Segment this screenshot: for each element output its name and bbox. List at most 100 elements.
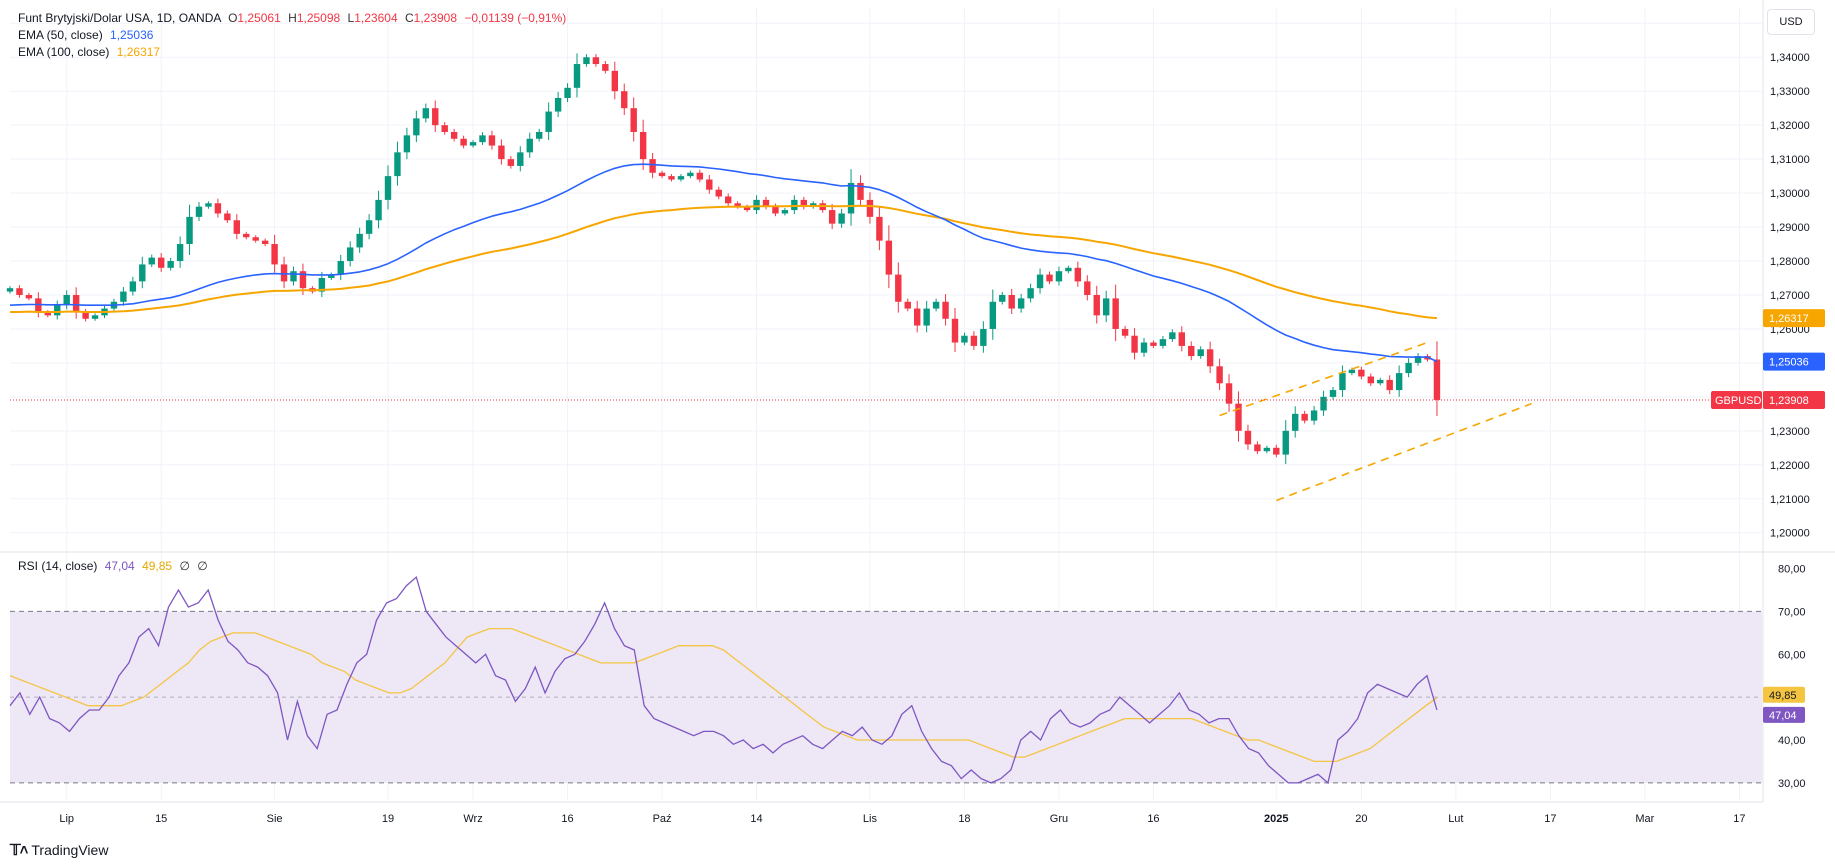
candle-body — [347, 247, 354, 262]
candle-body — [148, 257, 155, 265]
candle-body — [743, 206, 751, 211]
candle-body — [167, 261, 174, 268]
rsi-ma-value: 49,85 — [142, 559, 173, 573]
candle-body — [441, 125, 448, 132]
tradingview-logo[interactable]: 𝕋˄ TradingView — [10, 842, 109, 859]
price-tag-label: 1,25036 — [1769, 357, 1809, 369]
candle-body — [895, 274, 902, 302]
ema100-line — [10, 204, 1437, 320]
candle-body — [1036, 274, 1044, 289]
time-axis-label: 20 — [1355, 813, 1367, 825]
candle-body — [961, 335, 968, 343]
candle-body — [1282, 430, 1289, 455]
candle-body — [545, 111, 552, 132]
candle-body — [1339, 373, 1346, 391]
candle-body — [1273, 447, 1280, 455]
candle-body — [139, 264, 146, 282]
candle-body — [1235, 403, 1242, 431]
price-axis-label: 1,34000 — [1770, 52, 1810, 64]
ema50-value: 1,25036 — [110, 28, 154, 42]
candle-body — [432, 108, 439, 126]
candle-body — [715, 189, 722, 197]
candle-body — [847, 182, 855, 214]
candle-body — [129, 281, 137, 292]
low-value: 1,23604 — [354, 11, 398, 25]
price-axis-label: 1,22000 — [1770, 460, 1810, 472]
candle-body — [1046, 274, 1053, 282]
candle-body — [526, 138, 533, 153]
ema100-legend[interactable]: EMA (100, close) 1,26317 — [18, 45, 161, 59]
time-axis-label: 18 — [958, 813, 970, 825]
candle-body — [1093, 294, 1100, 316]
candle-body — [63, 294, 70, 306]
time-axis-label: 17 — [1733, 813, 1745, 825]
candle-body — [1027, 288, 1034, 299]
candle-body — [649, 159, 656, 173]
candle-body — [1292, 413, 1299, 431]
candle-body — [800, 199, 807, 207]
candle-body — [1008, 294, 1015, 309]
candle-body — [1377, 379, 1384, 384]
candle-body — [942, 301, 949, 319]
price-tag — [1763, 352, 1825, 371]
price-axis-label: 1,21000 — [1770, 494, 1810, 506]
candle-body — [1414, 356, 1422, 363]
candle-body — [857, 182, 864, 200]
candle-body — [687, 172, 694, 177]
time-axis-label: Wrz — [463, 813, 482, 825]
candle-body — [1131, 335, 1138, 353]
candle-body — [82, 311, 89, 319]
rsi-value-tag-label: 47,04 — [1769, 710, 1797, 722]
time-axis-label: Gru — [1050, 813, 1068, 825]
candle-body — [375, 199, 382, 221]
time-axis-label: Lip — [59, 813, 74, 825]
candle-body — [923, 308, 930, 326]
candle-body — [176, 244, 184, 262]
ema50-legend[interactable]: EMA (50, close) 1,25036 — [18, 28, 154, 42]
candle-body — [1065, 267, 1072, 272]
ema100-value: 1,26317 — [116, 45, 161, 59]
candle-body — [1159, 339, 1167, 346]
price-axis-label: 1,32000 — [1770, 120, 1810, 132]
time-axis-label: Lis — [863, 813, 878, 825]
candle-body — [1103, 298, 1110, 316]
rsi-axis-label: 30,00 — [1778, 778, 1806, 790]
candle-body — [1084, 281, 1091, 295]
rsi-band — [10, 611, 1762, 783]
candle-body — [271, 244, 278, 265]
candle-body — [299, 271, 307, 289]
candle-body — [772, 206, 779, 214]
rsi-line — [9, 575, 1438, 785]
candle-body — [403, 135, 411, 153]
candle-body — [668, 176, 675, 180]
candle-body — [1216, 366, 1223, 384]
candle-body — [932, 301, 940, 309]
candle-body — [536, 131, 543, 139]
rsi-value-tag — [1763, 706, 1805, 723]
candle-body — [876, 216, 883, 241]
candle-body — [450, 131, 458, 139]
candle-body — [1405, 362, 1412, 374]
candle-body — [696, 172, 704, 180]
rsi-legend[interactable]: RSI (14, close) 47,04 49,85 ∅ ∅ — [18, 559, 208, 573]
candle-body — [1386, 379, 1393, 391]
close-value: 1,23908 — [413, 11, 458, 25]
candle-body — [252, 237, 259, 241]
candle-body — [828, 210, 836, 224]
candle-body — [904, 301, 911, 309]
candle-body — [280, 264, 288, 282]
price-tag-label: 1,26317 — [1769, 313, 1809, 325]
candle-body — [6, 288, 14, 292]
candle-body — [507, 159, 515, 166]
tradingview-icon: 𝕋˄ — [10, 842, 28, 859]
candle-body — [1169, 332, 1176, 340]
candle-body — [677, 176, 685, 180]
candle-body — [328, 274, 335, 278]
candle-body — [753, 199, 760, 211]
symbol-title[interactable]: Funt Brytyjski/Dolar USA, 1D, OANDA — [18, 11, 221, 25]
candle-body — [422, 108, 429, 119]
currency-button[interactable]: USD — [1767, 9, 1815, 35]
price-axis-label: 1,27000 — [1770, 290, 1810, 302]
candle-body — [706, 179, 713, 190]
